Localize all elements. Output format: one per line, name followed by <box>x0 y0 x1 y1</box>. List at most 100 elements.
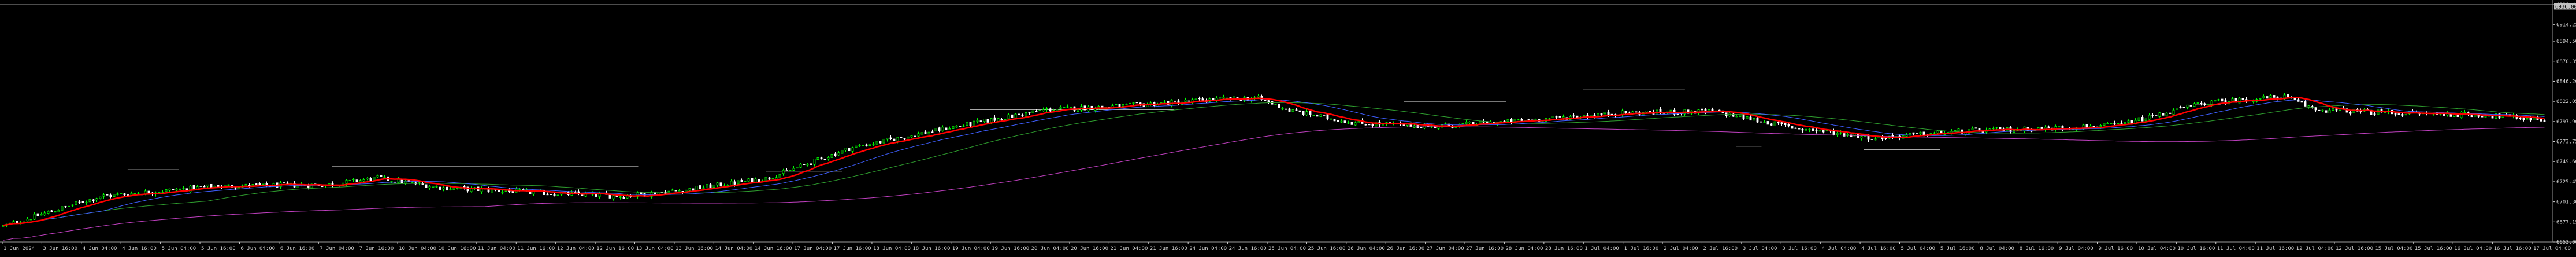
candle-body <box>1853 134 1856 137</box>
candle-body <box>2106 123 2109 124</box>
candle-body <box>1624 111 1627 113</box>
candle-body <box>321 186 324 188</box>
candle-body <box>1139 102 1142 104</box>
candle-body <box>1936 130 1939 134</box>
candle-body <box>1756 118 1759 123</box>
candle-body <box>123 193 126 196</box>
candle-body <box>491 189 493 193</box>
candle-body <box>2231 98 2234 101</box>
x-tick-label: 13 Jun 04:00 <box>636 246 674 252</box>
candle-body <box>262 183 265 185</box>
candle-body <box>2297 99 2300 102</box>
candle-body <box>2144 118 2147 122</box>
candle-body <box>1558 116 1561 118</box>
candle-body <box>2137 117 2140 121</box>
candle-body <box>1472 122 1475 125</box>
x-tick-label: 5 Jun 16:00 <box>201 246 236 252</box>
candle-body <box>1295 109 1298 111</box>
candle-body <box>425 184 428 188</box>
candle-body <box>1954 130 1957 131</box>
candle-body <box>1763 122 1766 123</box>
candle-body <box>2040 126 2043 130</box>
y-tick-label: 6677.15 <box>2556 219 2576 225</box>
candle-body <box>1094 108 1097 111</box>
candle-body <box>1291 109 1294 112</box>
candle-body <box>2332 108 2334 111</box>
candle-body <box>858 145 861 146</box>
x-tick-label: 4 Jul 04:00 <box>1822 246 1857 252</box>
x-tick-label: 12 Jul 04:00 <box>2296 246 2334 252</box>
candle-body <box>376 175 379 178</box>
candle-body <box>196 186 199 189</box>
x-tick-label: 3 Jul 04:00 <box>1743 246 1777 252</box>
candle-body <box>432 186 435 188</box>
y-tick-label: 6870.35 <box>2556 59 2576 65</box>
candle-body <box>189 185 192 192</box>
candle-body <box>782 170 785 174</box>
candle-body <box>640 192 643 194</box>
x-tick-label: 20 Jun 16:00 <box>1071 246 1108 252</box>
candle-body <box>1070 107 1072 108</box>
candle-body <box>50 210 53 212</box>
candle-body <box>237 187 240 189</box>
candle-body <box>2470 115 2473 118</box>
candle-body <box>889 137 892 139</box>
x-tick-label: 11 Jun 16:00 <box>517 246 555 252</box>
candle-body <box>68 205 70 207</box>
candle-body <box>1697 109 1700 113</box>
x-tick-label: 18 Jun 16:00 <box>912 246 950 252</box>
candle-body <box>1603 112 1606 115</box>
candle-body <box>2318 109 2321 111</box>
candle-body <box>2394 112 2397 115</box>
candle-body <box>2124 122 2126 124</box>
y-tick-label: 6914.25 <box>2556 23 2576 28</box>
candle-body <box>879 141 882 144</box>
x-tick-label: 21 Jun 16:00 <box>1150 246 1187 252</box>
candle-body <box>1607 112 1610 115</box>
ma-long-line <box>3 126 2545 241</box>
candle-body <box>855 145 858 148</box>
candle-body <box>1319 114 1322 117</box>
candle-body <box>2526 118 2529 120</box>
candle-body <box>816 157 819 160</box>
candle-body <box>99 196 102 199</box>
candle-body <box>1669 109 1672 112</box>
candle-body <box>556 194 559 196</box>
candle-body <box>78 201 81 203</box>
candle-body <box>952 126 955 129</box>
candle-body <box>366 178 369 179</box>
candle-body <box>348 179 351 181</box>
candle-body <box>699 185 701 189</box>
candle-body <box>712 185 715 188</box>
y-tick-label: 6846.20 <box>2556 79 2576 85</box>
candle-body <box>2193 103 2196 107</box>
candle-body <box>1822 130 1825 133</box>
x-tick-label: 5 Jun 04:00 <box>162 246 196 252</box>
candle-body <box>1129 102 1131 104</box>
candle-body <box>2463 112 2466 113</box>
candle-body <box>612 195 615 199</box>
candle-body <box>2241 98 2244 100</box>
x-tick-label: 13 Jun 16:00 <box>675 246 713 252</box>
x-tick-label: 4 Jun 16:00 <box>122 246 157 252</box>
candle-body <box>619 196 622 198</box>
candle-body <box>2189 105 2192 107</box>
x-tick-label: 3 Jul 16:00 <box>1782 246 1817 252</box>
candle-body <box>1753 118 1755 121</box>
candle-body <box>102 194 105 197</box>
candle-body <box>862 145 864 146</box>
candle-body <box>380 175 383 177</box>
candle-body <box>771 178 774 179</box>
candle-body <box>622 197 625 199</box>
candle-body <box>2238 98 2241 104</box>
x-tick-label: 15 Jul 16:00 <box>2415 246 2452 252</box>
candle-body <box>210 183 213 188</box>
candle-body <box>452 188 455 190</box>
x-tick-label: 16 Jul 16:00 <box>2494 246 2532 252</box>
candle-body <box>900 137 903 138</box>
candle-body <box>172 189 175 190</box>
candle-body <box>1836 133 1839 135</box>
candle-body <box>2321 109 2324 111</box>
candle-body <box>775 177 778 180</box>
